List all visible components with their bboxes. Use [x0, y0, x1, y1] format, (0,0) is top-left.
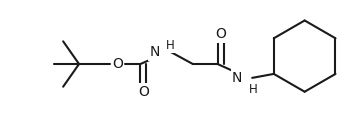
Text: N: N — [232, 71, 242, 85]
Text: O: O — [138, 85, 149, 99]
Text: H: H — [166, 39, 175, 52]
Text: O: O — [112, 57, 123, 71]
Text: N: N — [150, 45, 160, 59]
Text: O: O — [215, 27, 226, 41]
Text: H: H — [249, 83, 258, 96]
